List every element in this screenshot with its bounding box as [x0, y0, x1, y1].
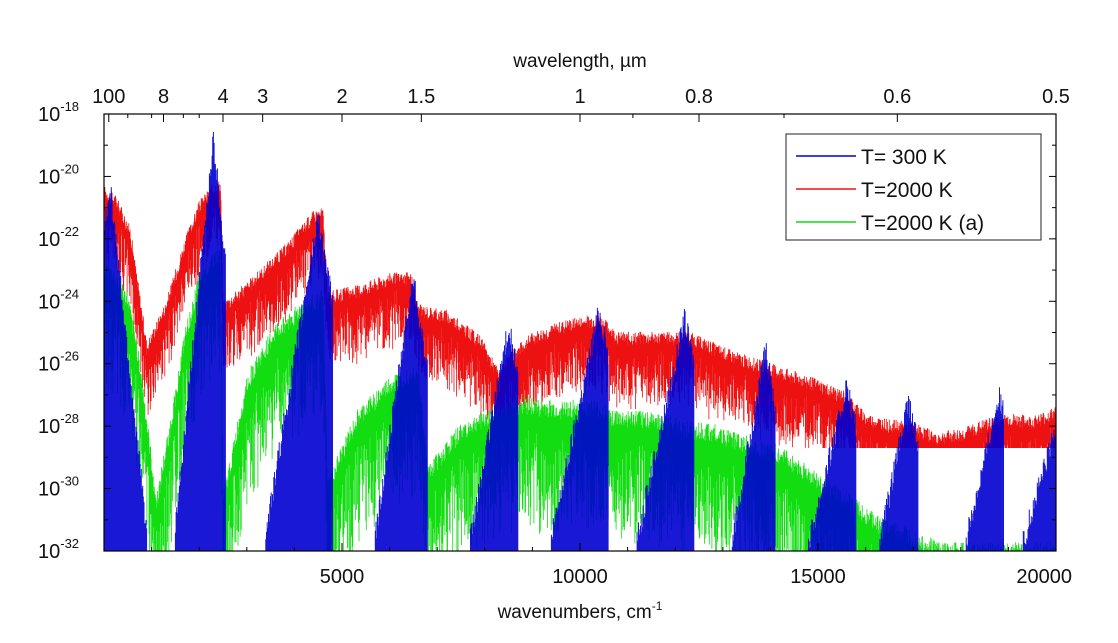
- top-tick-label: 100: [92, 86, 125, 108]
- x-axis-title-sup: -1: [652, 599, 663, 613]
- x-tick-label: 20000: [1016, 566, 1072, 588]
- series-0-band-5: [550, 307, 609, 551]
- top-tick-label: 2: [336, 86, 347, 108]
- series-0-band-0: [104, 187, 148, 551]
- series-0-band-3: [374, 279, 428, 551]
- top-axis-title: wavelength, µm: [512, 51, 646, 72]
- x-axis-title: wavenumbers, cm-1: [497, 599, 663, 623]
- top-tick-label: 4: [217, 86, 228, 108]
- series-0-band-2: [265, 214, 333, 551]
- y-tick-label: 10-28: [38, 411, 79, 438]
- y-tick-label: 10-22: [38, 224, 79, 251]
- x-tick-label: 15000: [790, 566, 846, 588]
- top-tick-label: 1: [574, 86, 585, 108]
- top-tick-label: 0.6: [883, 86, 911, 108]
- legend-label-2: T=2000 K (a): [861, 212, 984, 235]
- y-tick-label: 10-30: [38, 474, 79, 501]
- series-0-band-1: [174, 132, 226, 551]
- series-0-band-8: [808, 380, 857, 551]
- top-tick-label: 0.8: [685, 86, 713, 108]
- y-tick-label: 10-20: [38, 161, 79, 188]
- series-0-band-6: [636, 309, 695, 551]
- x-axis: 5000 10000 15000 20000: [151, 543, 1072, 588]
- x-tick-label: 5000: [320, 566, 365, 588]
- series-layer: [104, 132, 1056, 551]
- legend-label-0: T= 300 K: [861, 146, 947, 169]
- top-tick-label: 8: [158, 86, 169, 108]
- legend-label-1: T=2000 K: [861, 179, 953, 202]
- top-tick-label: 1.5: [407, 86, 435, 108]
- y-tick-label: 10-18: [38, 99, 79, 126]
- x-tick-label: 10000: [552, 566, 608, 588]
- legend: T= 300 K T=2000 K T=2000 K (a): [785, 133, 1042, 241]
- top-axis: 100 8 4 3 2 1.5 1 0.8 0.6 0.5: [92, 86, 1070, 122]
- y-tick-label: 10-32: [38, 536, 79, 563]
- series-0-band-10: [965, 387, 1004, 551]
- y-tick-label: 10-26: [38, 349, 79, 376]
- top-tick-label: 0.5: [1042, 86, 1070, 108]
- x-axis-title-text: wavenumbers, cm: [497, 602, 652, 623]
- top-tick-label: 3: [257, 86, 268, 108]
- series-0-band-4: [470, 328, 519, 551]
- series-0-band-7: [731, 343, 776, 551]
- y-axis: 10-18 10-20 10-22 10-24 10-26 10-28 10-30 10-32: [38, 99, 1056, 563]
- y-tick-label: 10-24: [38, 286, 79, 313]
- series-0-band-9: [879, 396, 919, 551]
